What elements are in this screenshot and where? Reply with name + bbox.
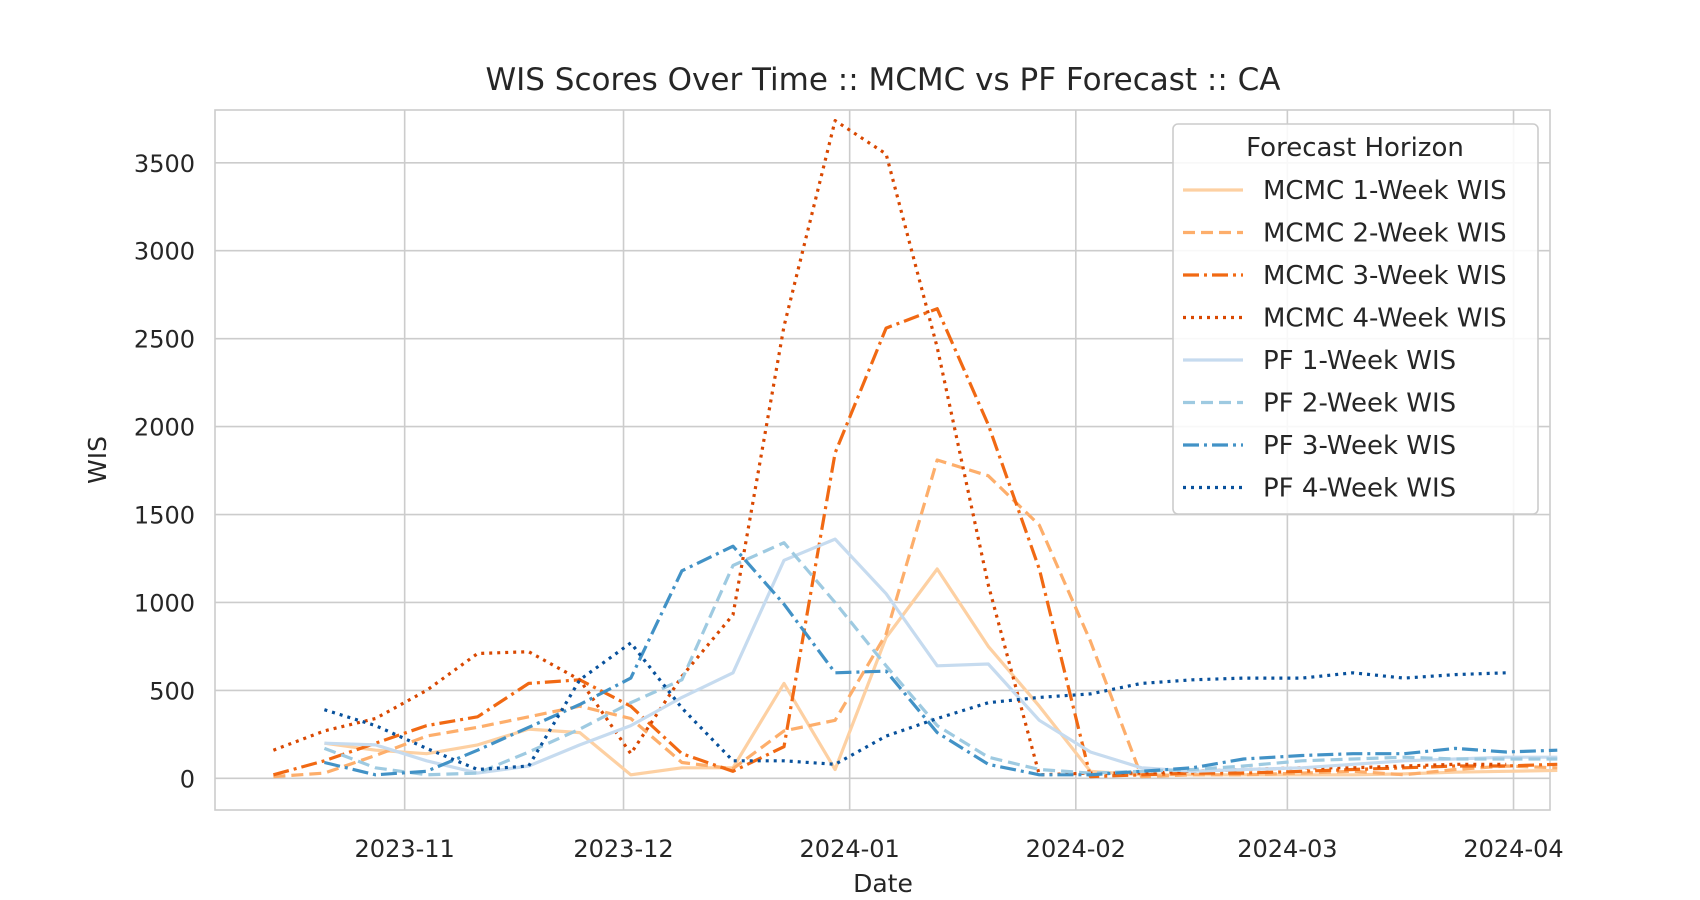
legend-label-5: PF 1-Week WIS [1263, 346, 1456, 376]
y-tick-label: 500 [149, 677, 195, 705]
legend-label-3: MCMC 3-Week WIS [1263, 261, 1507, 291]
series-line-1 [324, 567, 1558, 777]
legend-frame [1172, 123, 1539, 515]
legend-label-8: PF 4-Week WIS [1263, 474, 1456, 504]
series-line-6 [323, 541, 1558, 777]
x-tick-label: 2024-04 [1463, 835, 1563, 863]
legend-title: Forecast Horizon [1246, 133, 1464, 163]
legend-label-1: MCMC 1-Week WIS [1263, 176, 1507, 206]
series-line-2 [273, 458, 1558, 779]
x-tick-labels: 2023-11 2023-12 2024-01 2024-02 2024-03 2024-… [355, 835, 1564, 863]
series-layer [272, 119, 1558, 779]
y-tick-labels: 0 500 1000 1500 2000 2500 3000 3500 [134, 150, 195, 794]
legend-label-6: PF 2-Week WIS [1263, 389, 1456, 419]
legend-label-7: PF 3-Week WIS [1263, 431, 1456, 461]
series-line-7 [324, 544, 1558, 777]
y-tick-label: 3500 [134, 150, 195, 178]
series-line-8 [323, 641, 1507, 772]
y-tick-label: 1500 [134, 502, 195, 530]
x-tick-label: 2024-02 [1026, 835, 1126, 863]
x-tick-label: 2023-12 [573, 835, 673, 863]
y-tick-label: 1000 [134, 589, 195, 617]
y-tick-label: 2500 [134, 326, 195, 354]
y-tick-label: 2000 [134, 414, 195, 442]
y-tick-label: 0 [180, 765, 195, 793]
x-tick-label: 2024-03 [1237, 835, 1337, 863]
y-axis-label: WIS [83, 436, 112, 484]
legend-items: MCMC 1-Week WIS MCMC 2-Week WIS MCMC 3-Wee… [1183, 176, 1507, 504]
x-tick-label: 2023-11 [355, 835, 455, 863]
y-tick-label: 3000 [134, 238, 195, 266]
series-line-3 [272, 307, 1558, 779]
series-line-5 [324, 537, 1558, 775]
x-axis-label: Date [853, 869, 913, 898]
legend-label-2: MCMC 2-Week WIS [1263, 219, 1507, 249]
chart-title: WIS Scores Over Time :: MCMC vs PF Forec… [485, 62, 1280, 98]
x-tick-label: 2024-01 [800, 835, 900, 863]
grid-layer [215, 110, 1550, 810]
legend-label-4: MCMC 4-Week WIS [1263, 304, 1507, 334]
legend: Forecast Horizon MCMC 1-Week WIS MCMC 2-W… [1172, 123, 1539, 515]
